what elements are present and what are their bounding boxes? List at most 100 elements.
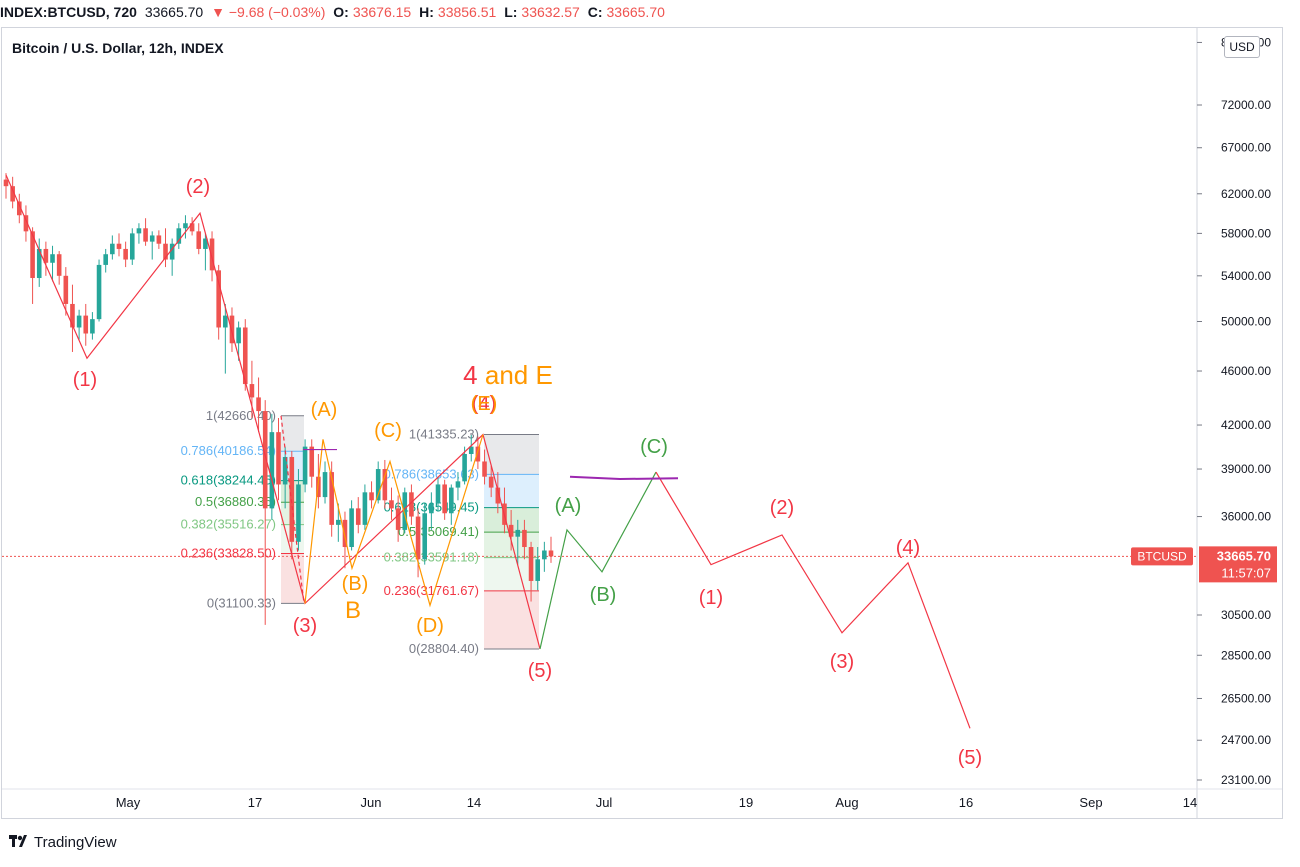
candle-body (116, 243, 122, 249)
candle-body (183, 223, 188, 229)
open-value: 33676.15 (352, 4, 412, 20)
candle-body (83, 315, 89, 334)
candle-body (262, 411, 268, 509)
candle-body (535, 559, 541, 581)
candle-body (70, 303, 75, 328)
price-tick-label: 24700.00 (1221, 733, 1271, 747)
candle-body (442, 484, 447, 514)
candle-body (362, 492, 368, 525)
candle-body (342, 519, 348, 548)
wave-projection-red (655, 471, 971, 729)
price-tick-label: 50000.00 (1221, 315, 1271, 329)
currency-button[interactable]: USD (1224, 36, 1260, 58)
brand-name: TradingView (34, 834, 117, 851)
fib-b-level-label: 0.786(38653.63) (384, 466, 479, 481)
candle-body (56, 254, 62, 276)
candle-body (229, 315, 235, 344)
last-price-value: 33665.70 (1217, 548, 1271, 563)
resistance-line-b (569, 475, 679, 481)
candle-body (382, 469, 388, 501)
fib-b-level-label: 0.382(33591.18) (384, 550, 479, 565)
time-tick-label: Jul (596, 795, 613, 810)
candle-body (123, 248, 128, 260)
candle-body (242, 327, 248, 385)
fib-a-level-label: 0.5(36880.36) (195, 494, 276, 509)
fib-b-zone (484, 434, 539, 475)
candle-body (76, 315, 82, 328)
price-tick-label: 42000.00 (1221, 418, 1271, 432)
candle-body (336, 519, 341, 525)
wave-label: (4) (896, 537, 920, 559)
time-tick-label: 14 (467, 795, 481, 810)
candle-body (468, 446, 474, 455)
candle-body (10, 186, 15, 202)
candle-body (508, 524, 514, 537)
price-change: ▼ −9.68 (−0.03%) (211, 4, 326, 20)
fib-a-diagonal (280, 415, 305, 604)
fib-b-zone (484, 590, 539, 649)
wave-path-green (539, 471, 657, 650)
wave-label: (3) (830, 651, 854, 673)
time-tick-label: 16 (959, 795, 973, 810)
candle-body (495, 487, 501, 504)
low-value: 33632.57 (521, 4, 580, 20)
candle-body (429, 503, 434, 514)
fib-b-level-label: 0(28804.40) (409, 641, 479, 656)
fib-b-level-label: 0.236(31761.67) (384, 583, 479, 598)
price-tick-label: 54000.00 (1221, 269, 1271, 283)
wave-label: B (345, 597, 361, 624)
price-tick-label: 30500.00 (1221, 608, 1271, 622)
tradingview-logo[interactable]: TradingView (8, 832, 117, 851)
high-label: H: (419, 4, 434, 20)
symbol-name[interactable]: INDEX:BTCUSD, 720 (0, 4, 137, 20)
price-tick-label: 62000.00 (1221, 187, 1271, 201)
chart-title: Bitcoin / U.S. Dollar, 12h, INDEX (12, 40, 224, 56)
wave-label: (A) (311, 399, 338, 421)
candle-body (103, 254, 108, 265)
symbol-price-tag (1131, 547, 1193, 566)
candle-body (63, 275, 69, 304)
candle-body (30, 231, 35, 279)
price-tick-label: 46000.00 (1221, 364, 1271, 378)
fib-b-level-label: 0.5(35069.41) (398, 524, 479, 539)
close-label: C: (587, 4, 603, 20)
candle-body (223, 315, 228, 328)
candle-body (169, 243, 175, 260)
candle-body (322, 472, 328, 498)
candle-body (129, 233, 135, 260)
price-tick-label: 26500.00 (1221, 691, 1271, 705)
wave-label: (A) (555, 495, 582, 517)
wave-label: (4) (472, 393, 496, 415)
candle-body (415, 516, 421, 560)
candle-body (249, 384, 255, 398)
fib-a-zone (281, 415, 304, 452)
candle-body (548, 550, 554, 557)
candle-body (488, 476, 494, 488)
price-tick-label: 58000.00 (1221, 226, 1271, 240)
candle-body (3, 179, 9, 187)
candle-body (282, 456, 288, 485)
time-tick-label: Aug (835, 795, 858, 810)
candle-body (110, 243, 115, 255)
wave-label: (2) (770, 497, 794, 519)
candle-body (455, 481, 461, 488)
wave-label: (1) (699, 587, 723, 609)
price-tick-label: 67000.00 (1221, 141, 1271, 155)
low-label: L: (504, 4, 518, 20)
candle-body (143, 228, 148, 242)
fib-a-zone (281, 553, 304, 604)
fib-a-level-label: 0.236(33828.50) (181, 545, 276, 560)
candle-body (542, 550, 547, 560)
price-tick-label: 23100.00 (1221, 773, 1271, 787)
last-price-box (1199, 546, 1277, 583)
candle-body (149, 235, 155, 242)
candle-body (296, 484, 301, 542)
chart-frame (1, 27, 1283, 819)
candle-body (482, 461, 487, 477)
open-label: O: (333, 4, 349, 20)
candle-body (136, 228, 142, 234)
time-tick-label: Sep (1079, 795, 1102, 810)
wave-label: (2) (186, 176, 210, 198)
wave-label: (B) (342, 573, 369, 595)
